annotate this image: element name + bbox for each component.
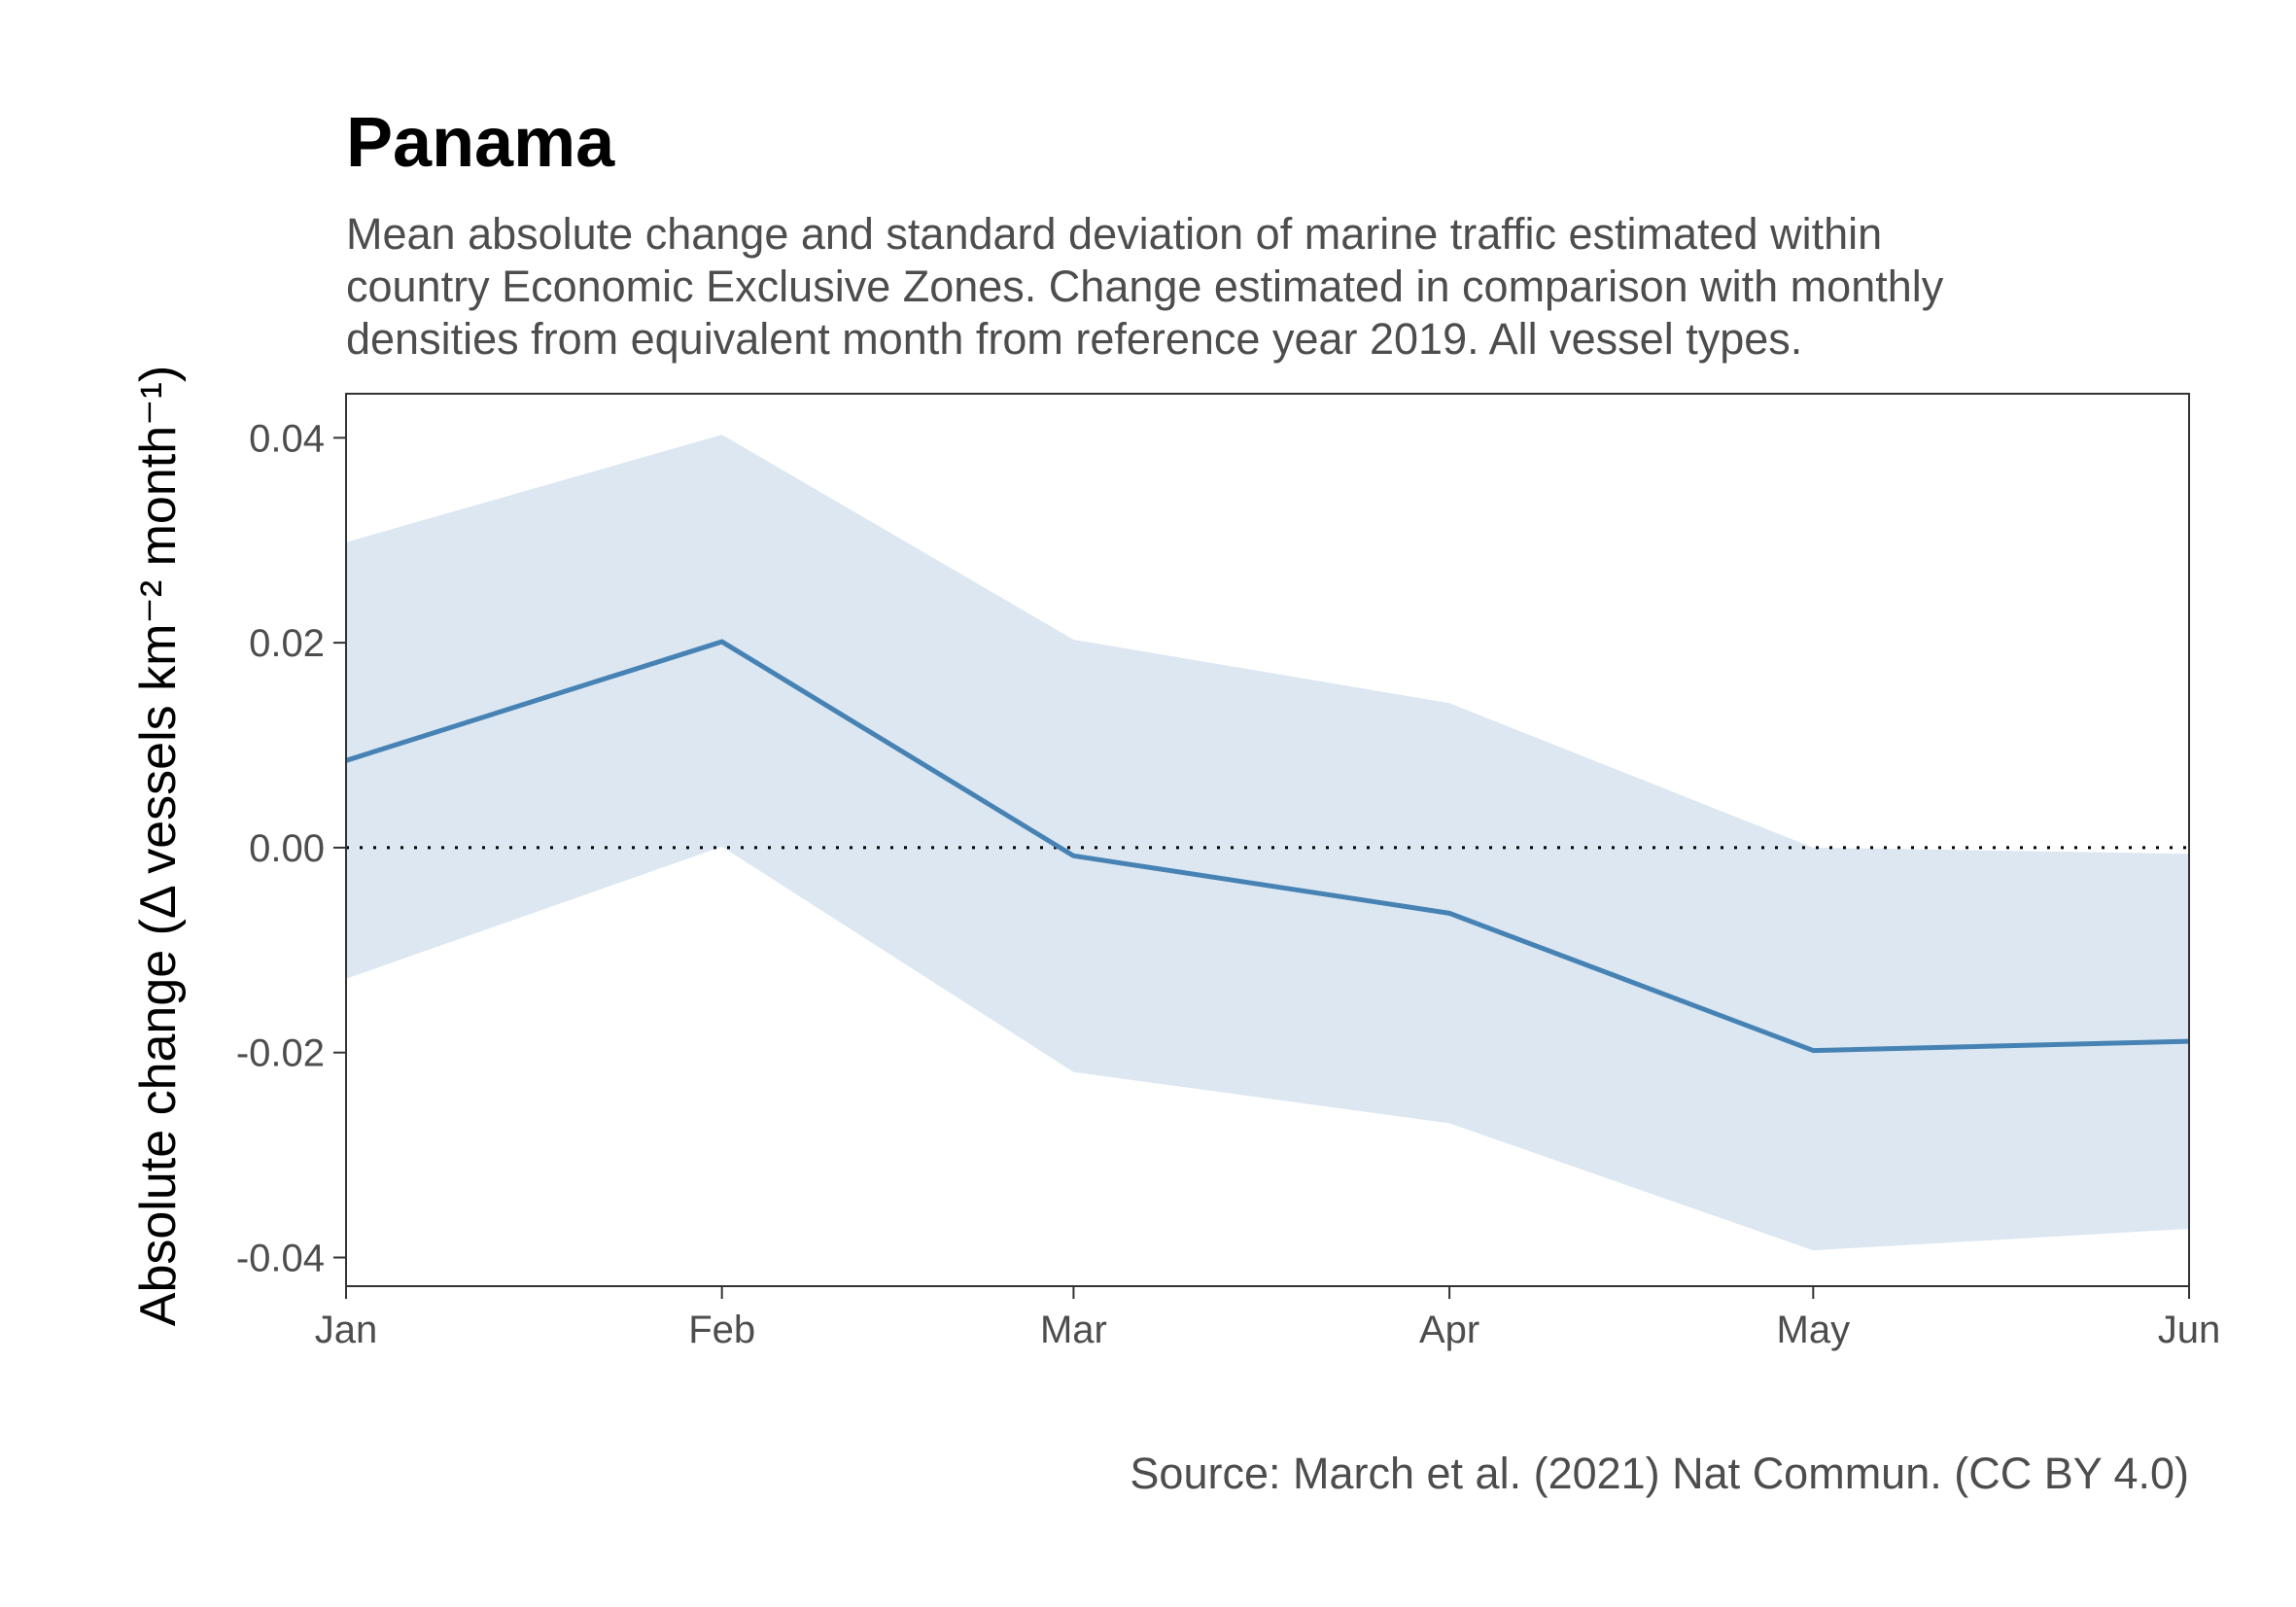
x-axis: Jan Feb Mar Apr May Jun: [315, 1286, 2221, 1351]
x-tick-label: Jan: [315, 1309, 378, 1351]
y-axis-label: Absolute change (Δ vessels km⁻² month⁻¹): [130, 366, 187, 1326]
y-axis: 0.04 0.02 0.00 -0.02 -0.04: [236, 417, 346, 1279]
chart-subtitle-line-3: densities from equivalent month from ref…: [346, 314, 1802, 364]
x-tick-label: May: [1777, 1309, 1851, 1351]
y-tick-label: 0.00: [249, 827, 325, 870]
x-tick-label: Feb: [688, 1309, 755, 1351]
chart-title: Panama: [346, 104, 615, 182]
y-tick-label: -0.04: [236, 1237, 325, 1279]
y-tick-label: 0.04: [249, 417, 325, 460]
chart-subtitle-line-2: country Economic Exclusive Zones. Change…: [346, 262, 1944, 311]
x-tick-label: Apr: [1419, 1309, 1479, 1351]
mean-line-0: [345, 639, 2190, 1054]
x-tick-label: Mar: [1040, 1309, 1107, 1351]
sd-band-0: [346, 435, 2189, 1251]
plot-area: [345, 393, 2190, 1287]
x-tick-label: Jun: [2158, 1309, 2221, 1351]
y-tick-label: -0.02: [236, 1032, 325, 1075]
y-tick-label: 0.02: [249, 622, 325, 665]
plot-border: [345, 393, 2190, 1287]
chart-caption: Source: March et al. (2021) Nat Commun. …: [1130, 1449, 2189, 1498]
chart-subtitle-line-1: Mean absolute change and standard deviat…: [346, 209, 1882, 259]
